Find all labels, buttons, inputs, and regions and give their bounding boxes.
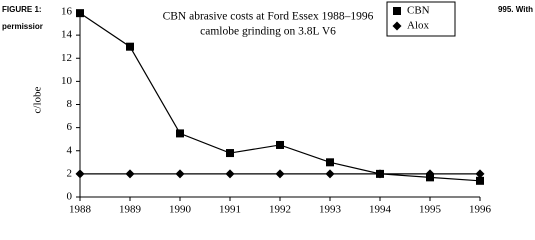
y-tick-label: 2	[67, 167, 73, 179]
x-tick-label: 1996	[469, 204, 492, 216]
chart: FIGURE 1: permissior 995. With CBN abras…	[2, 1, 533, 216]
y-tick-label: 0	[67, 191, 73, 203]
legend-label: CBN	[407, 5, 430, 17]
marker	[176, 129, 184, 138]
marker	[125, 169, 135, 179]
x-tick-label: 1990	[169, 204, 192, 216]
marker	[76, 9, 84, 18]
marker	[375, 169, 385, 179]
x-tick-label: 1995	[419, 204, 442, 216]
y-tick-label: 4	[67, 144, 73, 156]
marker	[175, 169, 185, 179]
legend-marker	[393, 7, 401, 15]
chart-title: CBN abrasive costs at Ford Essex 1988–19…	[163, 11, 374, 23]
y-tick-label: 16	[61, 6, 73, 18]
x-tick-label: 1992	[269, 204, 291, 216]
marker	[276, 140, 284, 149]
y-axis-label: c/lobe	[32, 86, 44, 113]
marker	[326, 158, 334, 167]
x-tick-label: 1989	[119, 204, 142, 216]
y-tick-label: 10	[61, 75, 73, 87]
annotation: permissior	[2, 22, 43, 31]
x-tick-label: 1988	[69, 204, 92, 216]
x-tick-label: 1993	[319, 204, 342, 216]
marker	[126, 42, 134, 51]
marker	[475, 169, 485, 179]
y-tick-label: 14	[61, 29, 73, 41]
marker	[476, 176, 484, 185]
y-tick-label: 8	[67, 98, 73, 110]
marker	[275, 169, 285, 179]
annotation: 995. With	[498, 5, 533, 14]
legend-marker	[392, 21, 402, 31]
marker	[226, 149, 234, 158]
y-tick-label: 12	[61, 52, 72, 64]
marker	[325, 169, 335, 179]
y-tick-label: 6	[67, 121, 73, 133]
marker	[225, 169, 235, 179]
chart-title: camlobe grinding on 3.8L V6	[200, 26, 336, 38]
marker	[425, 169, 435, 179]
x-tick-label: 1991	[219, 204, 241, 216]
annotation: FIGURE 1:	[2, 5, 42, 14]
legend-label: Alox	[407, 20, 430, 32]
marker	[75, 169, 85, 179]
x-tick-label: 1994	[369, 204, 392, 216]
series-line	[79, 12, 481, 182]
